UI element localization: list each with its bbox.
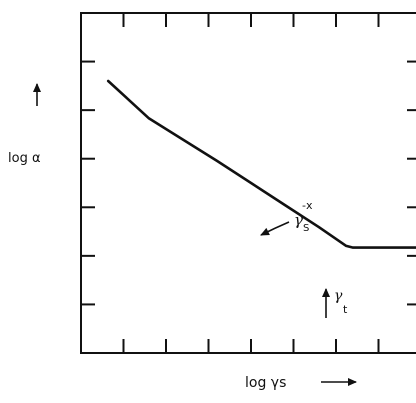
tick-marks [81, 13, 416, 353]
svg-text:γ: γ [294, 211, 303, 229]
annotation-gamma-s-arrow [260, 221, 290, 236]
plot-frame [80, 12, 416, 354]
svg-text:t: t [343, 303, 348, 316]
y-axis-label: log α [8, 151, 41, 166]
x-axis-label: log γs [245, 375, 286, 391]
annotation-gamma-t: γ t [334, 288, 348, 316]
series-curve [106, 79, 416, 249]
svg-text:-x: -x [302, 199, 313, 212]
svg-text:S: S [303, 223, 309, 234]
svg-text:γ: γ [334, 288, 343, 304]
annotation-gamma-s: γ S -x [294, 199, 313, 234]
